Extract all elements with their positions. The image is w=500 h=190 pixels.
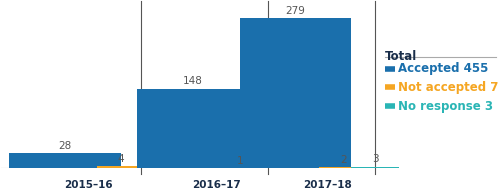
Text: 4: 4 [118,154,124,164]
Bar [352,167,399,168]
Text: Not accepted 7: Not accepted 7 [398,81,498,94]
Bar [320,167,367,168]
Text: No response 3: No response 3 [398,100,493,113]
Text: 1: 1 [236,156,244,165]
Bar [97,166,144,168]
Bar [136,89,248,168]
Text: 2015–16: 2015–16 [64,180,113,190]
Text: 28: 28 [58,141,71,151]
Text: Total: Total [385,50,418,63]
Text: 3: 3 [372,154,378,165]
Text: 2017–18: 2017–18 [303,180,352,190]
Text: Accepted 455: Accepted 455 [398,62,488,75]
Text: 279: 279 [286,6,306,16]
Text: 2: 2 [340,155,346,165]
Text: 148: 148 [182,76,202,86]
Text: 2016–17: 2016–17 [192,180,240,190]
Bar [240,18,352,168]
Bar [10,153,120,168]
